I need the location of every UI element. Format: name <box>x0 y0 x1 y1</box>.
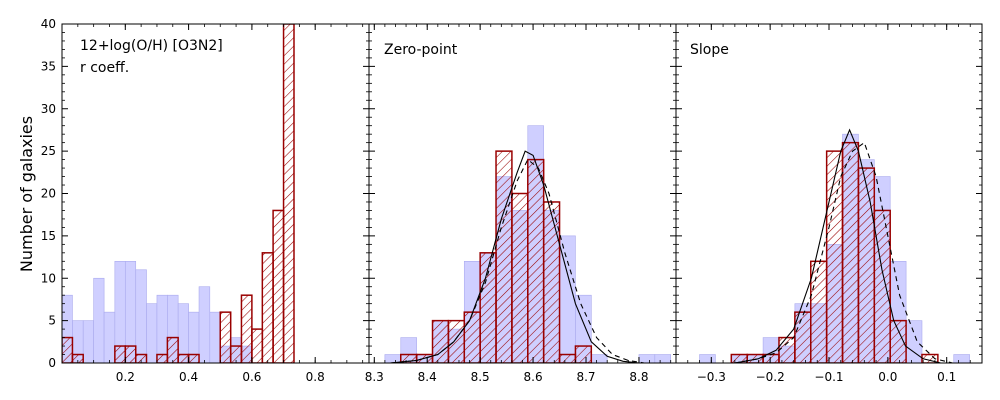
x-tick-label: 8.3 <box>365 370 384 384</box>
panel-zero-point: 8.3 8.4 8.5 8.6 8.7 8.8 Zero-point <box>365 23 677 384</box>
x-tick-label: 0.2 <box>116 370 135 384</box>
hist-bar-hatched <box>62 336 74 363</box>
x-tick-label: 8.5 <box>471 370 490 384</box>
hist-bar-hatched <box>495 150 513 363</box>
hist-bar-hatched <box>124 345 137 363</box>
hist-bar-hatched <box>156 353 169 363</box>
panel-title: Zero-point <box>384 42 458 58</box>
hist-bar-filled <box>82 320 94 363</box>
x-tick-label: 8.8 <box>629 370 648 384</box>
hist-bar-hatched <box>187 353 200 363</box>
hist-bar-hatched <box>889 319 907 363</box>
hist-bar-hatched <box>240 294 253 363</box>
y-tick-label: 35 <box>41 59 56 73</box>
hist-bar-hatched <box>219 311 232 363</box>
x-tick-label: 0.4 <box>179 370 198 384</box>
hist-bar-hatched <box>177 353 190 363</box>
hist-bar-filled <box>198 286 211 363</box>
hist-bar-hatched <box>447 319 466 363</box>
hist-bar-hatched <box>574 345 593 363</box>
x-tick-label: 8.7 <box>576 370 595 384</box>
y-tick-label: 40 <box>41 17 56 31</box>
hist-bar-hatched <box>810 260 828 363</box>
x-tick-label: 0.8 <box>306 370 325 384</box>
hist-bar-hatched <box>114 345 127 363</box>
x-tick-label: −0.1 <box>814 370 843 384</box>
y-tick-label: 5 <box>48 314 56 328</box>
hist-bar-hatched <box>527 158 545 363</box>
hist-bar-hatched <box>542 201 561 363</box>
hist-bar-hatched <box>251 328 264 363</box>
y-tick-label: 20 <box>41 187 56 201</box>
hist-bar-filled <box>209 311 221 363</box>
x-tick-label: 8.4 <box>418 370 437 384</box>
y-tick-label: 30 <box>41 102 56 116</box>
hist-bar-hatched <box>857 167 876 363</box>
x-tick-label: 0.6 <box>242 370 261 384</box>
hist-bar-hatched <box>558 353 577 363</box>
hist-bar-filled <box>654 354 672 363</box>
hist-bar-filled <box>135 269 147 363</box>
y-tick-label: 15 <box>41 229 56 243</box>
hist-bar-hatched <box>746 353 764 363</box>
hist-bar-hatched <box>261 252 274 363</box>
y-tick-label: 25 <box>41 144 56 158</box>
panel-subtitle: r coeff. <box>80 60 129 76</box>
y-tick-label: 10 <box>41 271 56 285</box>
x-tick-label: 0.0 <box>878 370 897 384</box>
hist-bar-hatched <box>463 311 481 363</box>
hist-bar-filled <box>953 354 970 363</box>
x-tick-label: −0.2 <box>756 370 785 384</box>
panel-slope: −0.3 −0.2 −0.1 0.0 0.1 Slope <box>675 23 983 384</box>
hist-bar-filled <box>146 303 158 363</box>
model-curve-solid <box>390 150 640 363</box>
hist-bar-hatched <box>166 336 179 363</box>
hist-bar-hatched <box>431 319 450 363</box>
hist-bar-hatched <box>825 150 844 363</box>
x-tick-label: 8.6 <box>524 370 543 384</box>
model-curve-dashed <box>734 141 953 363</box>
hist-bar-filled <box>699 354 716 363</box>
hist-bar-filled <box>156 294 168 363</box>
hist-bar-hatched <box>841 141 860 363</box>
x-tick-label: 0.1 <box>937 370 956 384</box>
x-tick-label: −0.3 <box>697 370 726 384</box>
y-axis-ticks: 0 5 10 15 20 25 30 35 40 <box>41 17 56 370</box>
y-axis-label: Number of galaxies <box>17 116 36 272</box>
panel-metallicity-r-coeff: 0.2 0.4 0.6 0.8 12+log(O/H) [O3N2] r coeff. <box>61 23 370 384</box>
hist-bar-hatched <box>272 209 285 363</box>
hist-bar-hatched <box>778 336 796 363</box>
hist-bar-filled <box>591 354 608 363</box>
hist-bar-filled <box>93 277 105 363</box>
panel-title: Slope <box>690 42 729 58</box>
hist-bar-hatched <box>282 24 295 363</box>
y-tick-label: 0 <box>48 356 56 370</box>
hist-bar-filled <box>638 354 656 363</box>
model-curve-solid <box>734 128 941 363</box>
panel-title: 12+log(O/H) [O3N2] <box>80 38 223 54</box>
hist-bar-hatched <box>511 192 529 363</box>
hist-bar-filled <box>103 311 116 363</box>
